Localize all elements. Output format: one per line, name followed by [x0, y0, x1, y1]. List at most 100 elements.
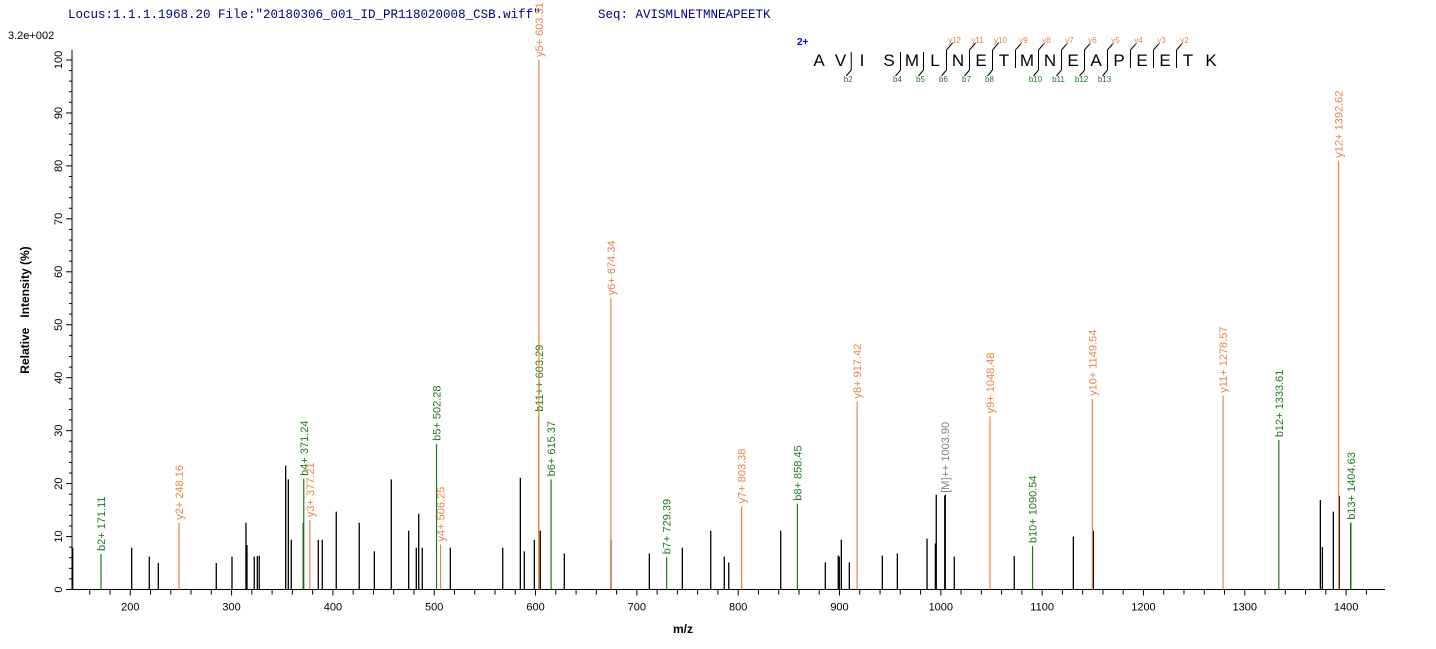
- y-ion-label: y3: [1157, 36, 1166, 45]
- y-tick-label: 90: [53, 107, 65, 119]
- locus-file-title: Locus:1.1.1.1968.20 File:"20180306_001_I…: [68, 8, 541, 22]
- x-tick-label: 1000: [929, 602, 953, 614]
- b-ion-hook: [941, 69, 947, 77]
- residue-letter: I: [860, 51, 865, 70]
- y-ion-label: y8: [1042, 36, 1051, 45]
- y-ion-hook: [969, 42, 976, 51]
- peak-label: b2+ 171.11: [96, 496, 108, 551]
- residue-letter: E: [1067, 51, 1078, 70]
- residue-letter: T: [1183, 51, 1193, 70]
- peak-label: b11++ 603.29: [534, 345, 546, 412]
- y-tick-label: 40: [53, 372, 65, 384]
- b-ion-label: b10: [1029, 75, 1043, 84]
- b-ion-label: b4: [893, 75, 902, 84]
- b-ion-hook: [987, 69, 993, 77]
- y-ion-hook: [1084, 42, 1091, 51]
- y-ion-hook: [1061, 42, 1068, 51]
- residue-letter: N: [1044, 51, 1056, 70]
- y-ion-hook: [946, 42, 953, 51]
- x-tick-label: 400: [324, 602, 342, 614]
- b-ion-label: b8: [985, 75, 994, 84]
- y-axis-title: Relative Intensity (%): [18, 246, 32, 373]
- peak-label: y9+ 1048.48: [985, 352, 997, 413]
- y-ion-hook: [1176, 42, 1183, 51]
- b-ion-hook: [1056, 69, 1062, 77]
- x-tick-label: 900: [830, 602, 848, 614]
- b-ion-label: b12: [1075, 75, 1089, 84]
- residue-letter: S: [883, 51, 894, 70]
- x-tick-label: 1300: [1233, 602, 1257, 614]
- residue-letter: E: [1159, 51, 1170, 70]
- peak-label: y5+ 603.31: [534, 2, 546, 57]
- y-ion-label: y2: [1180, 36, 1189, 45]
- peak-label: y11+ 1278.57: [1218, 327, 1230, 393]
- y-ion-label: y12: [948, 36, 961, 45]
- residue-letter: E: [1136, 51, 1147, 70]
- y-tick-label: 70: [53, 213, 65, 225]
- x-tick-label: 1400: [1334, 602, 1358, 614]
- b-ion-label: b6: [939, 75, 948, 84]
- peak-label: b5+ 502.28: [432, 386, 444, 441]
- residue-letter: P: [1113, 51, 1124, 70]
- b-ion-label: b7: [962, 75, 971, 84]
- peak-label: b4+ 371.24: [299, 420, 311, 475]
- b-ion-hook: [845, 69, 852, 77]
- y-tick-label: 50: [53, 319, 65, 331]
- sequence-annotation: 2+A V I S M L N E T M N E A P E E T Kb2 b4 b5y12b6y11b7y10b…: [797, 36, 1217, 84]
- x-tick-label: 500: [425, 602, 443, 614]
- peak-label: b10+ 1090.54: [1028, 475, 1040, 543]
- x-tick-label: 800: [729, 602, 747, 614]
- b-ion-hook: [895, 69, 901, 77]
- b-ion-hook: [1102, 69, 1108, 77]
- peak-label: [M]++ 1003.90: [940, 422, 952, 493]
- peak-label: y8+ 917.42: [852, 344, 864, 399]
- x-tick-label: 1200: [1131, 602, 1155, 614]
- sequence-title: Seq: AVISMLNETMNEAPEETK: [598, 8, 771, 22]
- y-ion-label: y6: [1088, 36, 1097, 45]
- b-ion-hook: [1033, 69, 1039, 77]
- y-ion-label: y7: [1065, 36, 1074, 45]
- residue-letter: A: [1090, 51, 1102, 70]
- b-ion-hook: [918, 69, 924, 77]
- y-tick-label: 60: [53, 266, 65, 278]
- b-ion-label: b13: [1098, 75, 1112, 84]
- charge-state-label: 2+: [797, 37, 809, 48]
- y-ion-hook: [992, 42, 999, 51]
- residue-letter: M: [1020, 51, 1034, 70]
- y-tick-label: 100: [53, 51, 65, 69]
- y-ion-label: y5: [1111, 36, 1120, 45]
- peak-label: y12+ 1392.62: [1334, 91, 1346, 158]
- b-ion-label: b11: [1052, 75, 1065, 84]
- x-tick-label: 600: [526, 602, 544, 614]
- b-ion-hook: [1079, 69, 1085, 77]
- residue-letter: M: [905, 51, 919, 70]
- residue-letter: N: [952, 51, 964, 70]
- x-tick-label: 1100: [1030, 602, 1054, 614]
- y-ion-label: y9: [1019, 36, 1028, 45]
- peak-label: y10+ 1149.54: [1087, 330, 1099, 396]
- y-ion-label: y10: [994, 36, 1007, 45]
- b-ion-hook: [964, 69, 970, 77]
- y-ion-hook: [1153, 42, 1160, 51]
- max-intensity-label: 3.2e+002: [8, 30, 54, 42]
- axes: 0 10 20 30 40 50 60 70 80 90 100 200 300 400 500 600 700…: [53, 50, 1385, 614]
- residue-letter: E: [975, 51, 986, 70]
- y-tick-label: 30: [53, 425, 65, 437]
- y-ion-hook: [1130, 42, 1137, 51]
- peak-label: y4+ 506.25: [436, 487, 448, 542]
- x-tick-label: 300: [222, 602, 240, 614]
- y-tick-label: 20: [53, 477, 65, 489]
- residue-letter: V: [835, 51, 847, 70]
- x-tick-label: 700: [628, 602, 646, 614]
- peak-label: b6+ 615.37: [546, 421, 558, 476]
- residue-letter: L: [930, 51, 939, 70]
- residue-letter: A: [813, 51, 825, 70]
- y-ion-hook: [1038, 42, 1045, 51]
- residue-letter: K: [1205, 51, 1217, 70]
- y-ion-label: y4: [1134, 36, 1143, 45]
- peak-label: b12+ 1333.61: [1274, 370, 1286, 438]
- x-axis-title: m/z: [673, 622, 693, 636]
- b-ion-label: b5: [916, 75, 925, 84]
